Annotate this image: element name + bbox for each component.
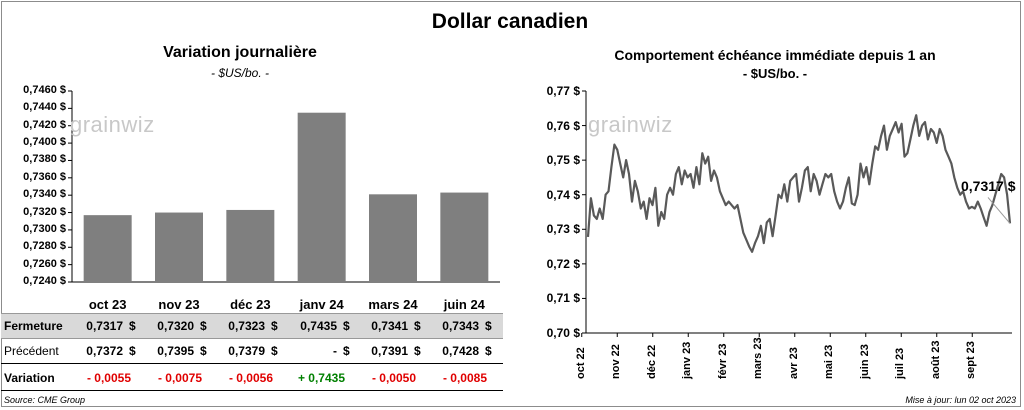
last-value-connector bbox=[987, 197, 1011, 224]
table-cell: 0,7320 bbox=[157, 319, 194, 333]
row-label: Fermeture bbox=[4, 319, 63, 333]
table-cell: + 0,7435 bbox=[297, 371, 345, 385]
line-y-tick-label: 0,76 $ bbox=[546, 118, 580, 133]
bar-4 bbox=[369, 194, 417, 282]
line-x-tick-label: févr 23 bbox=[716, 343, 729, 379]
line-x-tick-label: avr 23 bbox=[787, 347, 800, 379]
bar-5 bbox=[440, 192, 489, 282]
line-y-tick-label: 0,74 $ bbox=[546, 187, 580, 202]
bar-category-label: juin 24 bbox=[443, 297, 485, 312]
table-cell: 0,7323 bbox=[228, 319, 265, 333]
line-y-tick-label: 0,73 $ bbox=[546, 222, 580, 237]
table-row-fermeture: Fermeture 0,7317 $ 0,7320 $ 0,7323 $ 0,7435… bbox=[1, 313, 503, 339]
line-x-tick-label: oct 22 bbox=[574, 347, 587, 379]
page-title: Dollar canadien bbox=[431, 10, 589, 33]
update-note: Mise à jour: lun 02 oct 2023 bbox=[905, 395, 1016, 405]
bar-y-tick-label: 0,7300 $ bbox=[23, 222, 66, 235]
bar-2 bbox=[226, 209, 275, 282]
line-x-tick-label: mars 23 bbox=[752, 337, 765, 379]
bar-3 bbox=[297, 112, 346, 282]
table-cell: 0,7428 bbox=[442, 344, 479, 358]
table-row-variation: Variation - 0,0055 - 0,0075 - 0,0056 + 0… bbox=[1, 366, 503, 391]
bar-y-tick-label: 0,7400 $ bbox=[23, 136, 66, 149]
line-y-tick-label: 0,75 $ bbox=[546, 153, 580, 168]
unit: $ bbox=[414, 319, 421, 333]
bar-category-label: janv 24 bbox=[299, 297, 344, 312]
bar-y-tick-label: 0,7440 $ bbox=[23, 101, 66, 114]
line-x-tick-label: juil 23 bbox=[894, 347, 907, 379]
table-cell: - 0,0050 bbox=[371, 371, 416, 385]
row-label: Variation bbox=[4, 371, 55, 385]
grainwiz-logo-left: grainwiz bbox=[70, 112, 155, 137]
unit: $ bbox=[200, 319, 207, 333]
table-cell: 0,7343 bbox=[442, 319, 479, 333]
line-y-tick-label: 0,71 $ bbox=[546, 291, 580, 306]
last-value-label: 0,7317 $ bbox=[961, 178, 1016, 194]
table-cell: 0,7435 bbox=[300, 319, 337, 333]
bar-y-tick-label: 0,7320 $ bbox=[23, 205, 66, 218]
line-x-tick-label: sept 23 bbox=[965, 341, 978, 379]
bar-category-label: oct 23 bbox=[88, 297, 127, 312]
line-x-tick-label: nov 22 bbox=[610, 344, 623, 379]
unit: $ bbox=[129, 344, 136, 358]
bar-y-tick-label: 0,7380 $ bbox=[23, 153, 66, 166]
unit: $ bbox=[271, 319, 278, 333]
bar-1 bbox=[155, 212, 203, 282]
line-x-tick-label: janv 23 bbox=[681, 341, 694, 379]
unit: $ bbox=[129, 319, 136, 333]
unit: $ bbox=[485, 319, 492, 333]
table-cell: - 0,0075 bbox=[157, 371, 202, 385]
table-cell: 0,7317 bbox=[86, 319, 123, 333]
bar-chart-subtitle: - $US/bo. - bbox=[210, 66, 270, 80]
bar-y-tick-label: 0,7460 $ bbox=[23, 84, 66, 96]
bar-y-tick-label: 0,7360 $ bbox=[23, 170, 66, 183]
row-label: Précédent bbox=[4, 344, 59, 358]
line-y-tick-label: 0,77 $ bbox=[546, 84, 580, 98]
table-cell: 0,7395 bbox=[157, 344, 194, 358]
table-cell: - 0,0056 bbox=[228, 371, 273, 385]
bar-y-tick-label: 0,7340 $ bbox=[23, 188, 66, 201]
bar-0 bbox=[83, 215, 132, 282]
table-row-precedent: Précédent 0,7372 $ 0,7395 $ 0,7379 $ - $ 0,7… bbox=[1, 339, 503, 364]
bar-y-tick-label: 0,7260 $ bbox=[23, 257, 66, 270]
source-note: Source: CME Group bbox=[4, 395, 86, 405]
grainwiz-logo-right: grainwiz bbox=[588, 112, 673, 137]
table-cell: - bbox=[333, 344, 337, 358]
bar-category-label: mars 24 bbox=[368, 297, 418, 312]
bar-chart-title: Variation journalière bbox=[163, 44, 317, 61]
line-chart-subtitle: - $US/bo. - bbox=[742, 66, 808, 81]
line-y-tick-label: 0,70 $ bbox=[546, 326, 580, 340]
bar-category-label: nov 23 bbox=[158, 297, 200, 312]
unit: $ bbox=[200, 344, 207, 358]
unit: $ bbox=[485, 344, 492, 358]
line-x-tick-label: déc 22 bbox=[645, 344, 658, 379]
bar-y-tick-label: 0,7420 $ bbox=[23, 118, 66, 131]
line-chart-title: Comportement échéance immédiate depuis 1… bbox=[614, 47, 936, 63]
table-cell: 0,7379 bbox=[228, 344, 265, 358]
table-cell: - 0,0085 bbox=[442, 371, 487, 385]
line-x-tick-label: juin 23 bbox=[858, 344, 871, 379]
table-cell: 0,7341 bbox=[371, 319, 408, 333]
bar-category-label: déc 23 bbox=[230, 297, 271, 312]
table-cell: 0,7372 bbox=[86, 344, 123, 358]
unit: $ bbox=[343, 344, 350, 358]
line-y-tick-label: 0,72 $ bbox=[546, 256, 580, 271]
unit: $ bbox=[343, 319, 350, 333]
series-line bbox=[586, 114, 1012, 253]
table-cell: 0,7391 bbox=[371, 344, 408, 358]
bar-y-tick-label: 0,7280 $ bbox=[23, 240, 66, 253]
unit: $ bbox=[414, 344, 421, 358]
bar-y-tick-label: 0,7240 $ bbox=[23, 275, 66, 287]
line-x-tick-label: mai 23 bbox=[823, 344, 836, 379]
line-x-tick-label: août 23 bbox=[929, 340, 942, 379]
table-cell: - 0,0055 bbox=[86, 371, 131, 385]
unit: $ bbox=[271, 344, 278, 358]
